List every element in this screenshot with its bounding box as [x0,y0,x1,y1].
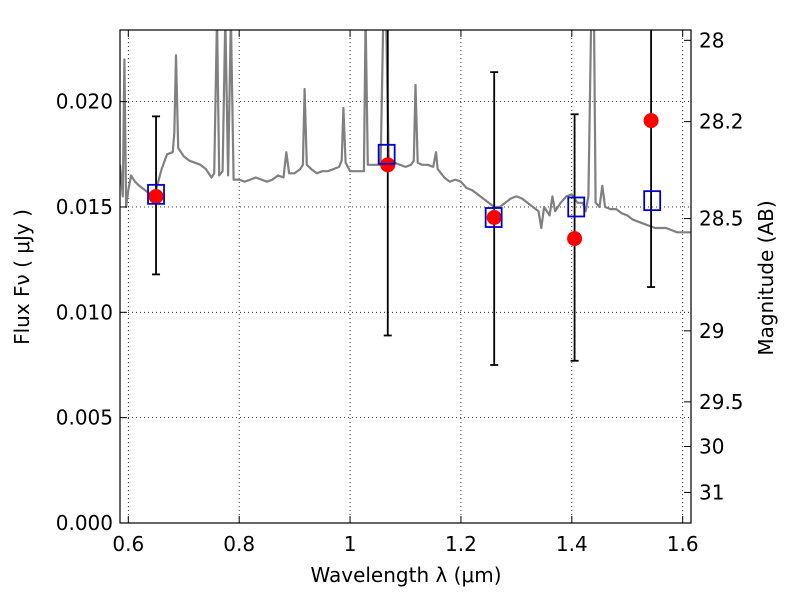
x-tick-label: 1.6 [667,532,699,556]
y-tick-label: 0.020 [56,90,113,114]
right-tick-label: 28.2 [699,110,744,134]
right-tick-label: 30 [699,435,724,459]
model-flux-square [377,143,396,165]
model-flux-square [484,207,503,228]
x-axis-label: Wavelength λ (μm) [310,563,501,587]
right-tick-label: 29 [699,319,724,343]
y-axis-label-right: Magnitude (AB) [754,200,778,355]
model-flux-square [567,196,586,218]
x-tick-label: 0.6 [112,532,144,556]
observed-flux-point [148,188,164,204]
model-flux-square [147,183,165,205]
plot-area [120,30,691,366]
model-flux-square [643,190,662,212]
observed-flux-point [567,231,583,247]
x-tick-label: 1 [344,532,357,556]
y-tick-label: 0.005 [56,406,113,430]
x-tick-label: 0.8 [223,532,255,556]
right-tick-label: 29.5 [699,390,744,414]
right-tick-label: 28.5 [699,207,744,231]
observed-flux-point [643,113,659,129]
right-tick-label: 28 [699,28,724,52]
y-tick-label: 0.015 [56,195,113,219]
x-tick-label: 1.4 [556,532,588,556]
y-axis-label-left: Flux Fν ( μJy ) [10,209,34,345]
plot-frame [119,29,692,524]
y-tick-label: 0.000 [56,511,113,535]
observed-flux-point [486,210,502,226]
x-tick-label: 1.2 [445,532,477,556]
spectrum-line [120,30,691,234]
y-tick-label: 0.010 [56,300,113,324]
right-tick-label: 31 [699,480,724,504]
axis-ticks: 0.6 0.8 1 1.2 1.4 1.6 0.000 0.005 0.010 0.015 0.02… [56,28,744,556]
observed-flux-point [380,157,396,173]
